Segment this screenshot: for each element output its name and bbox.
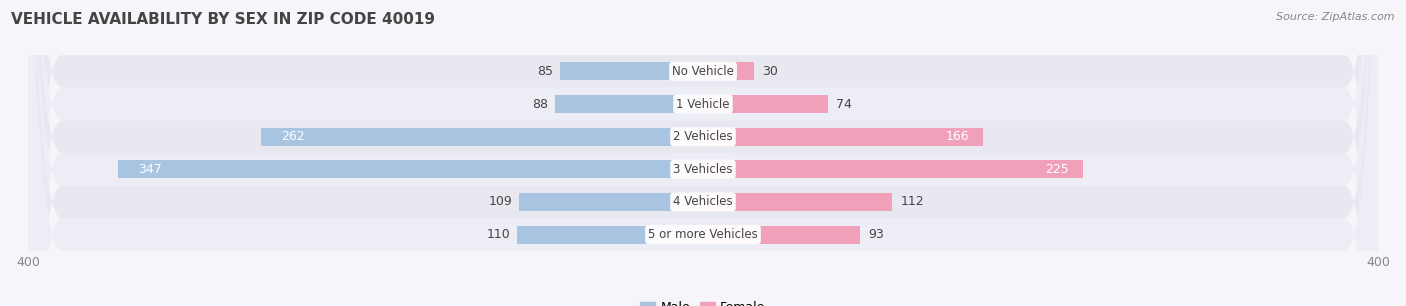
FancyBboxPatch shape (28, 0, 1378, 306)
Text: 109: 109 (489, 196, 512, 208)
Bar (262, 128, 703, 146)
Text: 93: 93 (869, 228, 884, 241)
Bar (703, 95, 828, 113)
FancyBboxPatch shape (28, 0, 1378, 306)
Text: 112: 112 (900, 196, 924, 208)
FancyBboxPatch shape (28, 0, 1378, 306)
Text: 4 Vehicles: 4 Vehicles (673, 196, 733, 208)
Text: VEHICLE AVAILABILITY BY SEX IN ZIP CODE 40019: VEHICLE AVAILABILITY BY SEX IN ZIP CODE … (11, 12, 436, 27)
Text: 74: 74 (837, 98, 852, 110)
FancyBboxPatch shape (28, 0, 1378, 306)
Text: 166: 166 (946, 130, 970, 143)
FancyBboxPatch shape (28, 0, 1378, 306)
Bar (703, 226, 860, 244)
Bar (517, 226, 703, 244)
Bar (703, 193, 891, 211)
Bar (703, 160, 1083, 178)
Text: 30: 30 (762, 65, 778, 78)
Text: 88: 88 (531, 98, 548, 110)
Text: 347: 347 (138, 163, 162, 176)
Bar (118, 160, 703, 178)
Text: 110: 110 (486, 228, 510, 241)
Legend: Male, Female: Male, Female (636, 296, 770, 306)
Text: 5 or more Vehicles: 5 or more Vehicles (648, 228, 758, 241)
Text: 1 Vehicle: 1 Vehicle (676, 98, 730, 110)
Bar (703, 128, 983, 146)
Bar (554, 95, 703, 113)
Text: 85: 85 (537, 65, 553, 78)
Bar (519, 193, 703, 211)
FancyBboxPatch shape (28, 0, 1378, 306)
Text: 262: 262 (281, 130, 305, 143)
Bar (703, 62, 754, 80)
Bar (560, 62, 703, 80)
Text: 3 Vehicles: 3 Vehicles (673, 163, 733, 176)
Text: 225: 225 (1046, 163, 1069, 176)
Text: No Vehicle: No Vehicle (672, 65, 734, 78)
Text: 2 Vehicles: 2 Vehicles (673, 130, 733, 143)
Text: Source: ZipAtlas.com: Source: ZipAtlas.com (1277, 12, 1395, 22)
